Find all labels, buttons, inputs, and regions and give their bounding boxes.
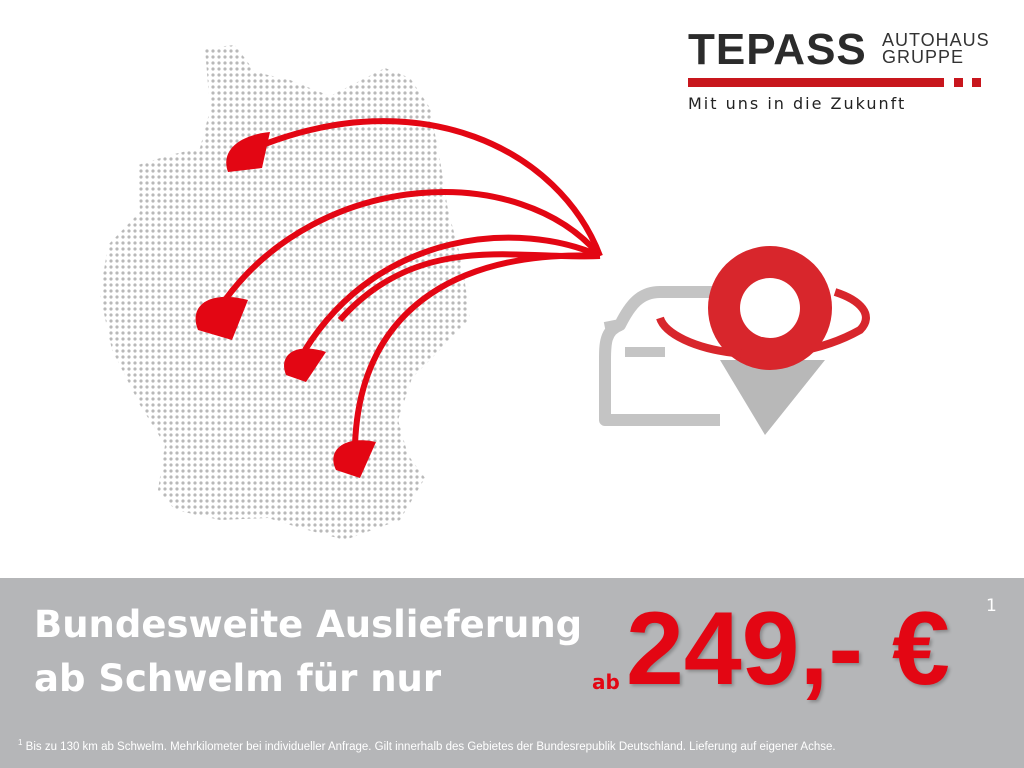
logo-tagline: Mit uns in die Zukunft — [688, 94, 907, 113]
footnote-marker-small: 1 — [18, 738, 23, 747]
delivery-arrows — [222, 118, 603, 446]
logo-sub-line1: AUTOHAUS — [882, 30, 990, 50]
car-icon — [599, 286, 720, 426]
price-banner — [0, 578, 1024, 768]
logo-sub-line2: GRUPPE — [882, 47, 965, 67]
arrow-head-west — [195, 296, 248, 340]
location-pin-icon — [656, 246, 870, 435]
headline-line1: Bundesweite Auslieferung — [34, 603, 583, 646]
arrow-center — [302, 234, 602, 352]
arrow-head-center — [284, 348, 326, 382]
logo-sub: AUTOHAUS GRUPPE — [882, 30, 990, 67]
logo-square — [954, 78, 963, 87]
price-prefix: ab — [592, 670, 620, 694]
logo-bar — [688, 78, 944, 87]
arrow-head-south — [333, 440, 376, 478]
logo-square — [972, 78, 981, 87]
illustration — [100, 45, 870, 540]
arrow-west — [222, 189, 603, 302]
headline: Bundesweite Auslieferung ab Schwelm für … — [34, 598, 582, 706]
arrow-north — [253, 118, 603, 258]
arrow-south — [352, 252, 601, 446]
headline-line2: ab Schwelm für nur — [34, 657, 442, 700]
germany-dotted-map — [100, 45, 470, 540]
price: 249,- € — [626, 591, 950, 707]
footnote: 1 Bis zu 130 km ab Schwelm. Mehrkilomete… — [18, 738, 836, 753]
footnote-marker: 1 — [986, 596, 997, 616]
arrow-head-north — [226, 132, 270, 172]
logo-brand: TEPASS — [688, 25, 867, 74]
footnote-text: Bis zu 130 km ab Schwelm. Mehrkilometer … — [25, 740, 836, 753]
